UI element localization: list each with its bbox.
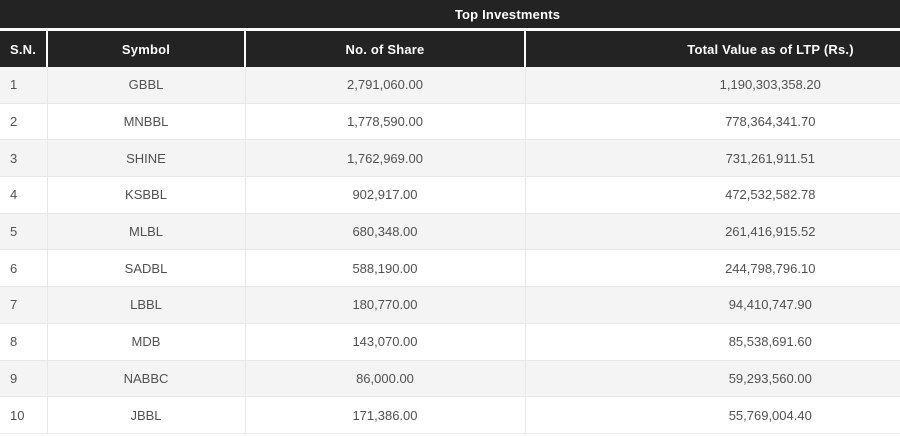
cell-symbol: NABBC xyxy=(46,360,245,398)
cell-sn: 8 xyxy=(0,323,47,361)
table-title-row: Top Investments xyxy=(0,0,900,31)
table-row: 2 MNBBL 1,778,590.00 778,364,341.70 xyxy=(0,103,900,141)
table-row: 7 LBBL 180,770.00 94,410,747.90 xyxy=(0,286,900,324)
cell-no-of-share: 171,386.00 xyxy=(244,396,525,434)
cell-total-value: 59,293,560.00 xyxy=(524,360,900,398)
table-header-row: S.N. Symbol No. of Share Total Value as … xyxy=(0,29,900,67)
cell-total-value: 472,532,582.78 xyxy=(524,176,900,214)
table-row: 1 GBBL 2,791,060.00 1,190,303,358.20 xyxy=(0,67,900,104)
cell-symbol: KSBBL xyxy=(46,176,245,214)
cell-total-value: 85,538,691.60 xyxy=(524,323,900,361)
table-row: 6 SADBL 588,190.00 244,798,796.10 xyxy=(0,249,900,288)
column-header-sn: S.N. xyxy=(0,29,47,67)
column-header-symbol: Symbol xyxy=(46,29,245,67)
cell-symbol: SHINE xyxy=(46,139,245,178)
cell-no-of-share: 180,770.00 xyxy=(244,286,525,324)
cell-symbol: MNBBL xyxy=(46,103,245,141)
cell-symbol: SADBL xyxy=(46,249,245,288)
cell-symbol: LBBL xyxy=(46,286,245,324)
cell-sn: 7 xyxy=(0,286,47,324)
cell-no-of-share: 1,762,969.00 xyxy=(244,139,525,178)
cell-sn: 10 xyxy=(0,396,47,434)
cell-sn: 9 xyxy=(0,360,47,398)
cell-no-of-share: 680,348.00 xyxy=(244,213,525,251)
cell-no-of-share: 588,190.00 xyxy=(244,249,525,288)
cell-total-value: 261,416,915.52 xyxy=(524,213,900,251)
table-title: Top Investments xyxy=(0,0,900,31)
cell-no-of-share: 86,000.00 xyxy=(244,360,525,398)
table-row: 9 NABBC 86,000.00 59,293,560.00 xyxy=(0,360,900,398)
table-body: 1 GBBL 2,791,060.00 1,190,303,358.20 2 MNBBL 1… xyxy=(0,67,900,434)
cell-total-value: 55,769,004.40 xyxy=(524,396,900,434)
cell-symbol: MLBL xyxy=(46,213,245,251)
cell-sn: 1 xyxy=(0,67,47,104)
cell-sn: 6 xyxy=(0,249,47,288)
cell-no-of-share: 143,070.00 xyxy=(244,323,525,361)
cell-total-value: 244,798,796.10 xyxy=(524,249,900,288)
cell-no-of-share: 902,917.00 xyxy=(244,176,525,214)
cell-sn: 3 xyxy=(0,139,47,178)
cell-symbol: MDB xyxy=(46,323,245,361)
cell-symbol: JBBL xyxy=(46,396,245,434)
cell-total-value: 778,364,341.70 xyxy=(524,103,900,141)
cell-sn: 5 xyxy=(0,213,47,251)
cell-no-of-share: 1,778,590.00 xyxy=(244,103,525,141)
cell-total-value: 731,261,911.51 xyxy=(524,139,900,178)
table-row: 3 SHINE 1,762,969.00 731,261,911.51 xyxy=(0,139,900,178)
column-header-no-of-share: No. of Share xyxy=(244,29,525,67)
cell-sn: 4 xyxy=(0,176,47,214)
cell-symbol: GBBL xyxy=(46,67,245,104)
table-row: 4 KSBBL 902,917.00 472,532,582.78 xyxy=(0,176,900,214)
cell-total-value: 1,190,303,358.20 xyxy=(524,67,900,104)
cell-sn: 2 xyxy=(0,103,47,141)
cell-no-of-share: 2,791,060.00 xyxy=(244,67,525,104)
table-row: 10 JBBL 171,386.00 55,769,004.40 xyxy=(0,396,900,434)
column-header-total-value: Total Value as of LTP (Rs.) xyxy=(523,29,900,67)
table-row: 5 MLBL 680,348.00 261,416,915.52 xyxy=(0,213,900,251)
cell-total-value: 94,410,747.90 xyxy=(524,286,900,324)
table-row: 8 MDB 143,070.00 85,538,691.60 xyxy=(0,323,900,361)
